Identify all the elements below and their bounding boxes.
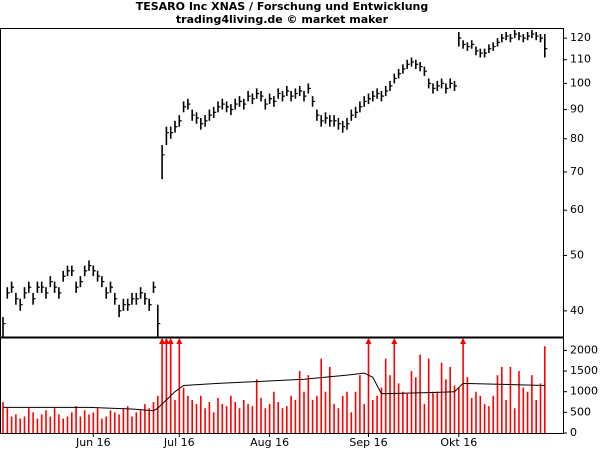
volume-clip-arrow <box>176 338 183 344</box>
volume-clip-arrow <box>391 338 398 344</box>
volume-clip-arrow <box>460 338 467 344</box>
y-tick-label: 70 <box>570 165 584 178</box>
y-tick-label: 110 <box>570 53 591 66</box>
chart-subtitle: trading4living.de © market maker <box>176 13 389 26</box>
y-tick-label: 1000 <box>570 385 598 398</box>
x-tick-label: Sep 16 <box>349 436 387 449</box>
volume-clip-arrow <box>365 338 372 344</box>
y-tick-label: 1500 <box>570 364 598 377</box>
x-tick-label: Jul 16 <box>163 436 195 449</box>
x-tick-label: Aug 16 <box>250 436 289 449</box>
y-tick-label: 0 <box>570 426 577 439</box>
y-tick-label: 90 <box>570 103 584 116</box>
volume-average <box>3 372 545 412</box>
volume-clip-arrow <box>167 338 174 344</box>
y-tick-label: 2000 <box>570 343 598 356</box>
x-tick-label: Okt 16 <box>440 436 477 449</box>
y-tick-label: 40 <box>570 304 584 317</box>
y-tick-label: 500 <box>570 405 591 418</box>
y-tick-label: 50 <box>570 248 584 261</box>
y-tick-label: 60 <box>570 203 584 216</box>
y-tick-label: 120 <box>570 31 591 44</box>
y-tick-label: 100 <box>570 76 591 89</box>
volume-clip-arrow <box>163 338 170 344</box>
volume-clip-arrow <box>159 338 166 344</box>
plot-frame <box>0 28 564 434</box>
y-tick-label: 80 <box>570 132 584 145</box>
chart-title: TESARO Inc XNAS / Forschung und Entwickl… <box>136 0 429 13</box>
x-tick-label: Jun 16 <box>75 436 111 449</box>
